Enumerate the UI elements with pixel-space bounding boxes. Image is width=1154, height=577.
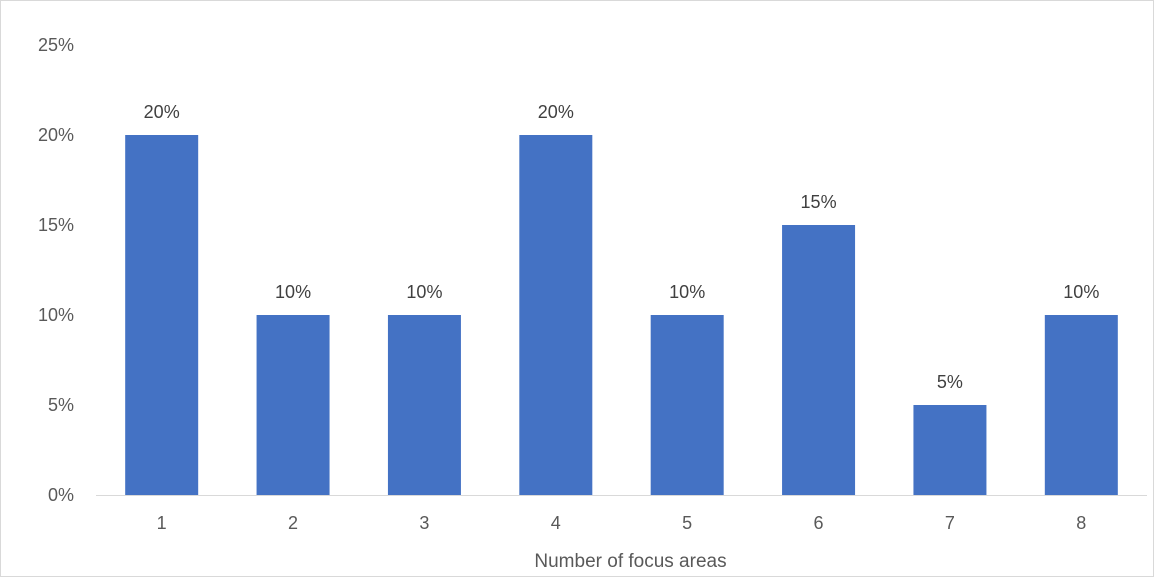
y-tick-label: 25% (38, 35, 74, 55)
x-tick-label: 6 (814, 513, 824, 533)
y-tick-label: 5% (48, 395, 74, 415)
bars (125, 135, 1118, 495)
y-tick-label: 15% (38, 215, 74, 235)
y-tick-label: 0% (48, 485, 74, 505)
x-tick-label: 4 (551, 513, 561, 533)
bar (1044, 315, 1118, 495)
x-tick-label: 3 (419, 513, 429, 533)
x-axis-title: Number of focus areas (534, 551, 726, 572)
bar (125, 135, 199, 495)
y-tick-label: 20% (38, 125, 74, 145)
bar (913, 405, 987, 495)
data-label: 5% (937, 372, 963, 392)
y-axis-ticks: 0% 5% 10% 15% 20% 25% (38, 35, 74, 505)
x-axis-ticks: 1 2 3 4 5 6 7 8 (157, 513, 1087, 533)
bar (519, 135, 593, 495)
x-tick-label: 1 (157, 513, 167, 533)
data-label: 10% (669, 282, 705, 302)
data-label: 10% (275, 282, 311, 302)
bar (782, 225, 856, 495)
x-tick-label: 8 (1076, 513, 1086, 533)
data-labels: 20% 10% 10% 20% 10% 15% 5% 10% (144, 102, 1100, 392)
bar (650, 315, 724, 495)
data-label: 15% (801, 192, 837, 212)
data-label: 20% (538, 102, 574, 122)
bar (387, 315, 461, 495)
bar (256, 315, 330, 495)
x-tick-label: 7 (945, 513, 955, 533)
data-label: 10% (406, 282, 442, 302)
y-tick-label: 10% (38, 305, 74, 325)
x-tick-label: 2 (288, 513, 298, 533)
data-label: 20% (144, 102, 180, 122)
data-label: 10% (1063, 282, 1099, 302)
x-tick-label: 5 (682, 513, 692, 533)
